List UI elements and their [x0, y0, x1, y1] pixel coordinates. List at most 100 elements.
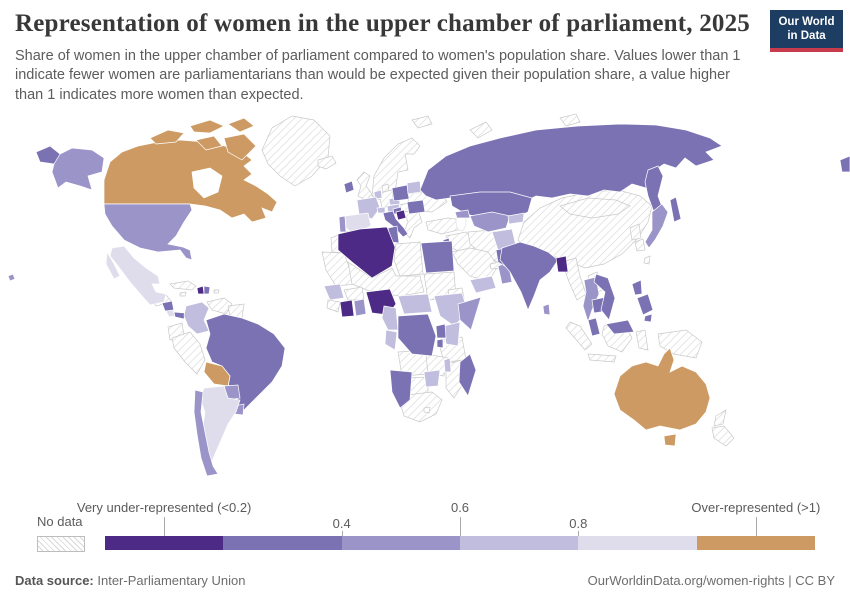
map-legend: No data Very under-represented (<0.2) 0.4…: [37, 498, 820, 556]
country-united-kingdom[interactable]: [356, 171, 373, 201]
credit-line[interactable]: OurWorldinData.org/women-rights | CC BY: [588, 573, 835, 588]
country-chile[interactable]: [193, 389, 219, 477]
country-russia-sakhalin[interactable]: [669, 196, 682, 223]
country-russia[interactable]: [419, 123, 723, 203]
country-turkey[interactable]: [425, 217, 463, 235]
country-cote-divoire[interactable]: [339, 299, 355, 318]
country-malawi[interactable]: [443, 357, 452, 373]
credit-text: OurWorldinData.org/women-rights | CC BY: [587, 573, 835, 588]
country-novaya-zemlya[interactable]: [469, 121, 493, 139]
legend-segment-lt_0_2[interactable]: [105, 536, 224, 550]
country-new-zealand-south[interactable]: [711, 425, 735, 447]
country-cameroon[interactable]: [381, 305, 399, 331]
country-indonesia-sumatra[interactable]: [565, 321, 593, 351]
country-vietnam[interactable]: [593, 273, 616, 321]
country-peru[interactable]: [171, 331, 206, 375]
country-costa-rica[interactable]: [165, 309, 176, 318]
country-drc[interactable]: [397, 313, 437, 357]
country-canada[interactable]: [103, 139, 278, 223]
country-canada-island-1[interactable]: [149, 129, 185, 145]
country-jamaica[interactable]: [179, 291, 187, 297]
country-sri-lanka[interactable]: [542, 303, 551, 316]
country-taiwan[interactable]: [643, 255, 651, 265]
country-bangladesh[interactable]: [555, 255, 569, 273]
country-ghana[interactable]: [353, 298, 367, 317]
legend-segment-0_6_to_0_8[interactable]: [459, 536, 579, 550]
country-lesotho[interactable]: [423, 406, 431, 414]
country-caucasus[interactable]: [454, 209, 471, 219]
country-ireland[interactable]: [343, 180, 355, 194]
country-new-zealand-north[interactable]: [713, 409, 727, 427]
country-sierra-leone-liberia[interactable]: [326, 299, 341, 313]
country-senegal[interactable]: [323, 283, 345, 301]
country-saudi-arabia[interactable]: [451, 247, 499, 283]
country-egypt[interactable]: [420, 240, 455, 274]
country-canada-island-3[interactable]: [227, 117, 255, 133]
country-nicaragua[interactable]: [161, 300, 175, 312]
country-russia-wrap-west[interactable]: [35, 145, 61, 165]
country-canada-island-2[interactable]: [189, 119, 225, 134]
country-madagascar[interactable]: [458, 353, 477, 397]
legend-no-data-swatch[interactable]: [37, 536, 85, 552]
country-bosnia[interactable]: [395, 209, 407, 221]
country-uzbekistan[interactable]: [469, 211, 511, 233]
country-kyrgyzstan[interactable]: [507, 212, 525, 225]
country-south-korea[interactable]: [634, 238, 646, 252]
country-united-states[interactable]: [103, 203, 193, 261]
country-svalbard[interactable]: [411, 115, 433, 129]
country-rwanda-burundi[interactable]: [436, 338, 444, 349]
country-japan[interactable]: [644, 203, 669, 249]
country-australia[interactable]: [613, 347, 711, 431]
country-poland[interactable]: [391, 184, 410, 202]
country-indonesia-sulawesi[interactable]: [635, 329, 649, 351]
country-haiti[interactable]: [196, 285, 205, 295]
country-zimbabwe[interactable]: [423, 369, 441, 388]
country-malaysia[interactable]: [587, 317, 601, 337]
country-central-african-republic[interactable]: [397, 293, 433, 315]
country-alaska[interactable]: [51, 147, 105, 191]
country-gabon-congo[interactable]: [384, 329, 398, 351]
country-burkina-faso[interactable]: [343, 286, 365, 301]
owid-logo[interactable]: Our World in Data: [770, 10, 843, 52]
country-zambia[interactable]: [425, 353, 449, 377]
country-iceland[interactable]: [317, 155, 337, 170]
country-russia-wrap-east[interactable]: [839, 155, 850, 173]
country-mexico-baja[interactable]: [105, 250, 121, 280]
country-canada-island-4[interactable]: [195, 135, 223, 151]
country-new-siberian-islands[interactable]: [559, 113, 581, 127]
legend-segment-0_8_to_1[interactable]: [578, 536, 697, 550]
country-tasmania[interactable]: [663, 433, 677, 447]
country-mexico[interactable]: [109, 245, 167, 306]
country-argentina[interactable]: [199, 385, 241, 467]
country-canada-baffin[interactable]: [223, 133, 257, 161]
country-dominican-republic[interactable]: [203, 285, 211, 295]
legend-segment-0_4_to_0_6[interactable]: [341, 536, 460, 550]
country-kenya[interactable]: [443, 321, 461, 347]
country-switzerland[interactable]: [376, 206, 386, 214]
country-philippines-luzon[interactable]: [631, 279, 643, 296]
legend-segment-0_2_to_0_4[interactable]: [223, 536, 342, 550]
country-libya[interactable]: [393, 241, 424, 277]
country-india[interactable]: [499, 241, 559, 311]
country-philippines-mindanao[interactable]: [643, 313, 653, 323]
country-romania[interactable]: [406, 199, 426, 215]
country-greenland[interactable]: [261, 115, 331, 187]
country-malaysia-borneo[interactable]: [605, 319, 635, 335]
country-mongolia[interactable]: [559, 197, 631, 219]
country-brazil[interactable]: [205, 313, 286, 414]
country-uganda[interactable]: [435, 323, 447, 339]
country-namibia[interactable]: [389, 369, 413, 409]
country-belarus[interactable]: [406, 180, 422, 195]
country-cuba[interactable]: [169, 280, 197, 291]
country-colombia[interactable]: [183, 301, 210, 335]
country-yemen[interactable]: [469, 275, 497, 294]
country-puerto-rico[interactable]: [213, 289, 220, 294]
legend-segment-gt_1[interactable]: [696, 536, 815, 550]
country-indonesia-java[interactable]: [587, 353, 617, 363]
country-philippines-visayas[interactable]: [636, 293, 654, 316]
country-hawaii[interactable]: [7, 273, 16, 282]
country-north-korea[interactable]: [629, 223, 642, 241]
country-algeria[interactable]: [337, 226, 396, 279]
country-panama[interactable]: [173, 311, 186, 320]
country-somalia[interactable]: [457, 296, 482, 331]
